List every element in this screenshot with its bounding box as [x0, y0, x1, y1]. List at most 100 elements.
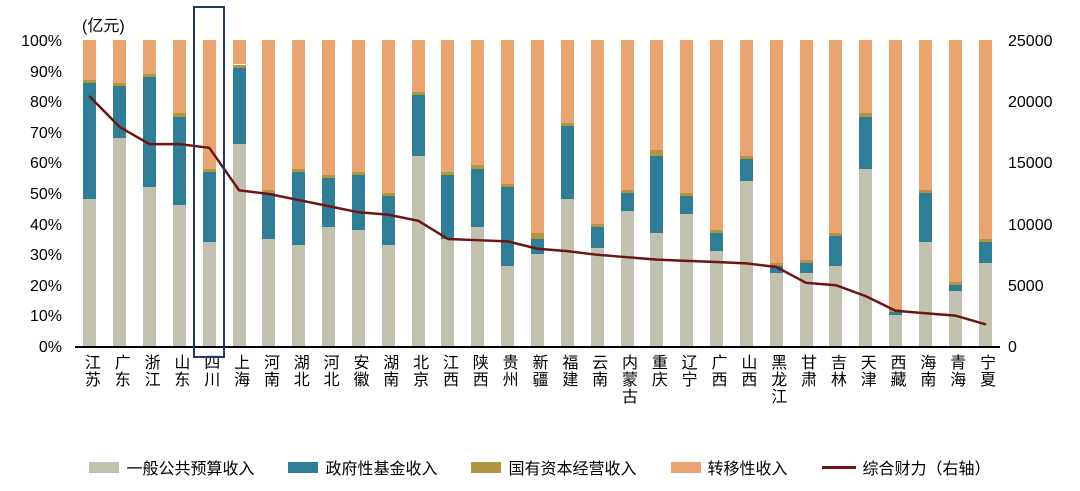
y-right-tick: 20000: [1008, 94, 1053, 112]
bar-segment: [978, 263, 992, 346]
bar-segment: [411, 40, 425, 93]
bar-segment: [531, 40, 544, 233]
bar-segment: [769, 266, 783, 273]
y-right-tick: 25000: [1008, 33, 1053, 50]
axis-unit-label: (亿元): [82, 18, 125, 35]
bar-天津: [859, 40, 873, 346]
bar-segment: [202, 40, 216, 169]
x-tick-陕西: 陕西: [463, 354, 493, 444]
x-tick-label: 山西: [738, 354, 756, 388]
bar-segment: [531, 232, 544, 239]
bar-segment: [620, 211, 634, 346]
y-left-tick: 20%: [29, 277, 62, 295]
x-tick-label: 内蒙古: [619, 354, 636, 405]
x-tick-label: 云南: [589, 354, 607, 388]
x-tick-label: 浙江: [141, 354, 159, 388]
y-right-tick: 15000: [1008, 155, 1053, 173]
bar-浙江: [143, 40, 157, 346]
bar-segment: [83, 82, 97, 200]
bar-segment: [829, 232, 843, 236]
x-tick-湖北: 湖北: [284, 354, 314, 444]
x-tick-辽宁: 辽宁: [672, 354, 702, 444]
x-tick-label: 辽宁: [678, 354, 696, 388]
bar-河南: [262, 40, 276, 346]
x-tick-label: 贵州: [499, 354, 517, 388]
legend-swatch: [670, 461, 701, 473]
legend-swatch: [89, 461, 120, 473]
y-left-tick: 60%: [29, 155, 62, 173]
bar-segment: [710, 229, 724, 233]
bar-segment: [680, 193, 694, 197]
bar-segment: [351, 171, 365, 175]
x-tick-天津: 天津: [851, 354, 881, 444]
bar-segment: [680, 214, 694, 346]
x-tick-label: 宁夏: [977, 354, 995, 388]
bar-segment: [590, 223, 604, 227]
bar-segment: [262, 189, 276, 193]
bar-甘肃: [799, 40, 813, 346]
bar-segment: [620, 189, 634, 193]
bar-segment: [381, 245, 395, 346]
legend-swatch: [288, 461, 319, 473]
legend-label: 转移性收入: [707, 461, 788, 478]
legend-item: 一般公共预算收入: [89, 455, 254, 479]
bar-segment: [381, 193, 395, 197]
bar-segment: [948, 40, 962, 282]
bar-segment: [710, 40, 724, 230]
bar-云南: [590, 40, 604, 346]
bar-segment: [262, 238, 276, 346]
bar-segment: [292, 245, 306, 346]
bar-segment: [859, 168, 873, 346]
bar-segment: [978, 238, 992, 242]
bar-segment: [143, 76, 157, 187]
bar-青海: [948, 40, 962, 346]
y-right-tick: 10000: [1008, 216, 1053, 234]
bar-segment: [172, 40, 186, 114]
bar-segment: [799, 272, 813, 346]
bar-segment: [143, 73, 157, 77]
bar-江苏: [83, 40, 97, 346]
bar-segment: [292, 171, 306, 246]
x-tick-label: 安徽: [350, 354, 368, 388]
line-series: [88, 95, 987, 326]
bar-广东: [113, 40, 127, 346]
x-tick-label: 河南: [260, 354, 278, 388]
x-tick-广西: 广西: [702, 354, 732, 444]
y-left-tick: 10%: [29, 308, 62, 326]
y-left-tick: 90%: [29, 63, 62, 81]
bar-海南: [918, 40, 932, 346]
x-tick-label: 海南: [917, 354, 935, 388]
bar-segment: [143, 186, 157, 346]
bar-segment: [172, 205, 186, 346]
bar-segment: [590, 248, 604, 346]
bar-segment: [680, 196, 694, 215]
bar-安徽: [351, 40, 365, 346]
bar-segment: [710, 251, 724, 346]
legend-item: 政府性基金收入: [288, 455, 437, 479]
bar-segment: [650, 156, 664, 233]
x-tick-河北: 河北: [314, 354, 344, 444]
x-tick-label: 黑龙江: [768, 354, 786, 405]
y-right-tick: 0: [1008, 339, 1017, 356]
bar-segment: [292, 168, 306, 172]
x-tick-山西: 山西: [731, 354, 761, 444]
bar-segment: [739, 156, 753, 160]
bar-新疆: [531, 40, 544, 346]
x-tick-内蒙古: 内蒙古: [612, 354, 642, 444]
x-tick-label: 重庆: [648, 354, 666, 388]
bar-广西: [710, 40, 724, 346]
bar-segment: [202, 168, 216, 172]
bar-segment: [650, 232, 664, 346]
x-tick-安徽: 安徽: [344, 354, 374, 444]
x-tick-label: 陕西: [469, 354, 487, 388]
x-tick-重庆: 重庆: [642, 354, 672, 444]
bar-segment: [680, 40, 694, 193]
bar-北京: [411, 40, 425, 346]
bar-segment: [441, 174, 455, 239]
bar-山东: [172, 40, 186, 346]
bar-segment: [262, 40, 276, 190]
bar-segment: [918, 193, 932, 242]
bar-segment: [83, 199, 97, 346]
x-tick-福建: 福建: [552, 354, 582, 444]
